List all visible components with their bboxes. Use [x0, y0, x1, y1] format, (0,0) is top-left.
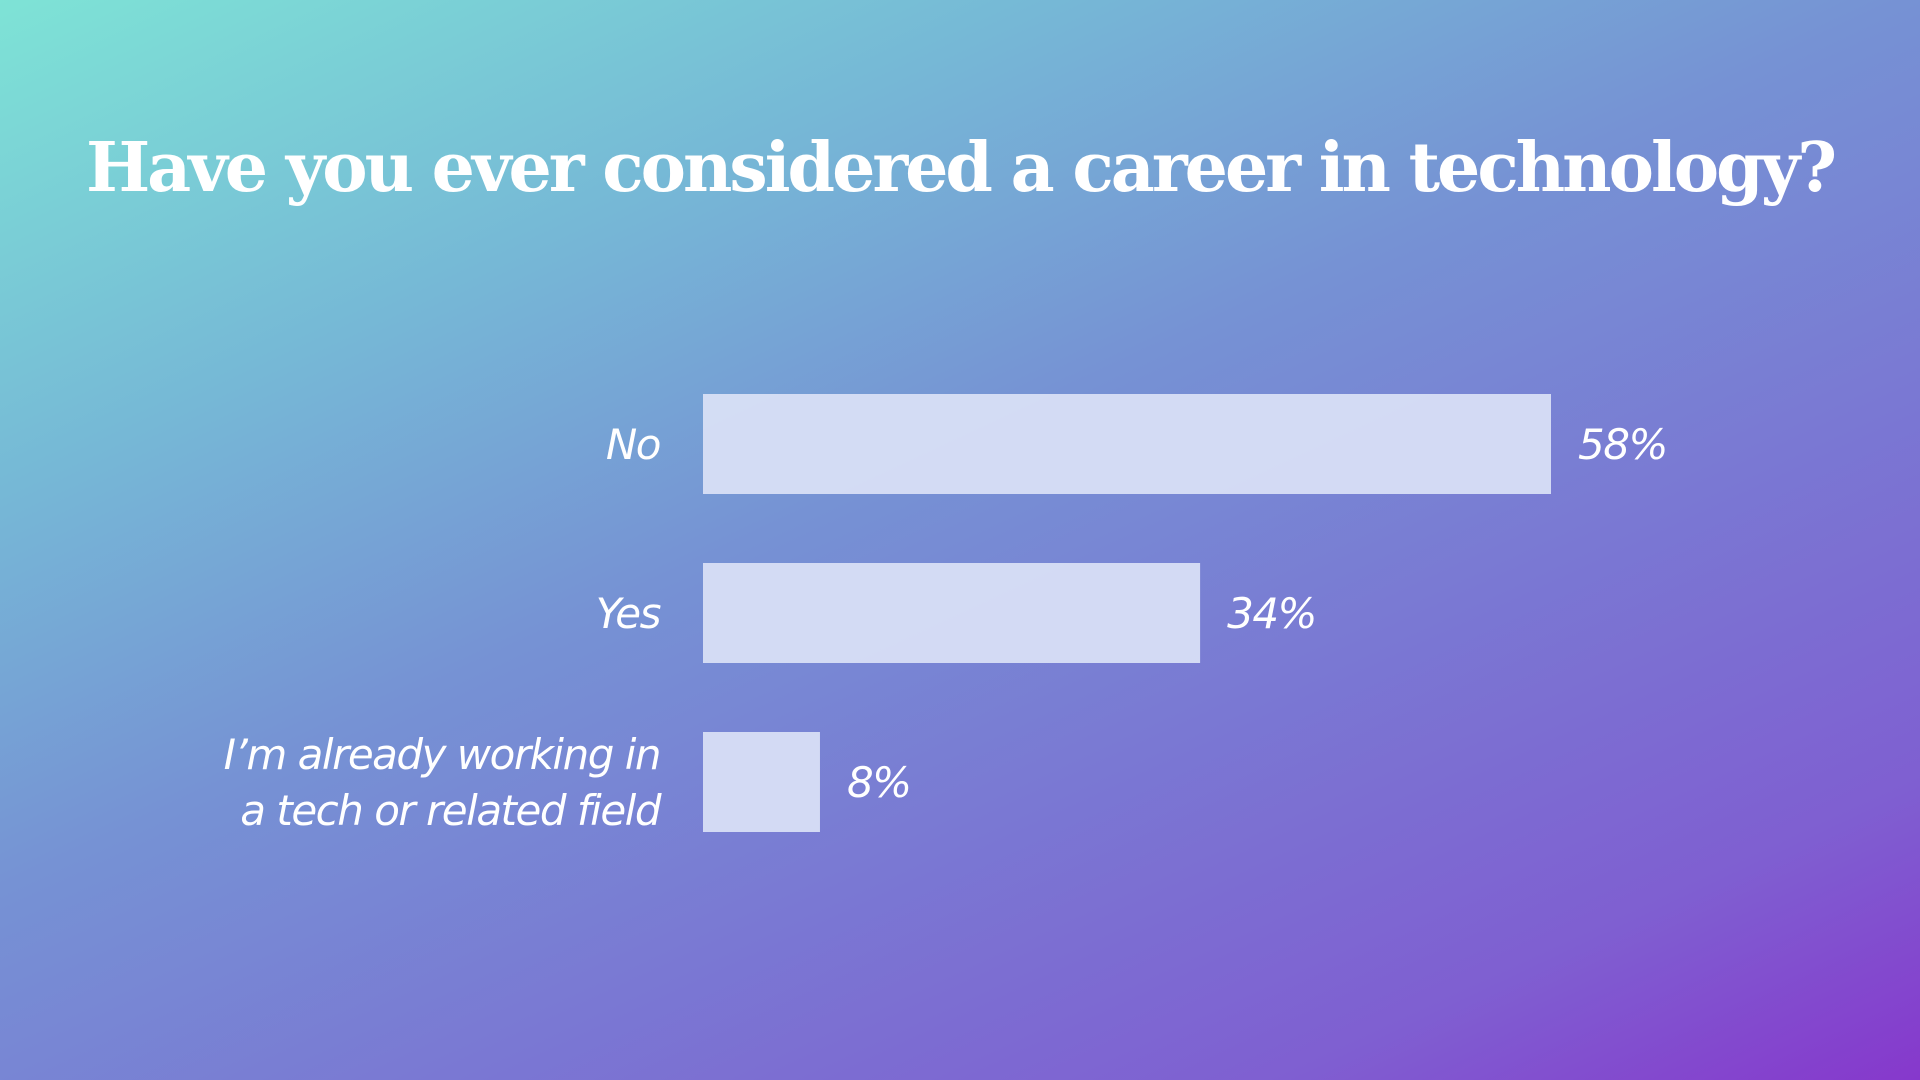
category-label-3: I’m already working in a tech or related … — [224, 730, 662, 835]
bar-2 — [703, 563, 1201, 663]
category-label-1: No — [606, 420, 660, 469]
bars-group: No 58% Yes 34% I’m already working in a tech … — [224, 394, 1668, 835]
category-label-line: No — [606, 420, 660, 469]
chart-title: Have you ever considered a career in tec… — [85, 128, 1837, 208]
category-label-line: Yes — [596, 589, 661, 638]
bar-3 — [703, 732, 820, 832]
bar-1 — [703, 394, 1551, 494]
category-label-2: Yes — [596, 589, 661, 638]
value-label-1: 58% — [1578, 420, 1667, 469]
category-label-line: a tech or related field — [240, 786, 662, 835]
value-label-2: 34% — [1227, 589, 1316, 638]
category-label-line: I’m already working in — [224, 730, 660, 779]
value-label-3: 8% — [847, 758, 911, 807]
